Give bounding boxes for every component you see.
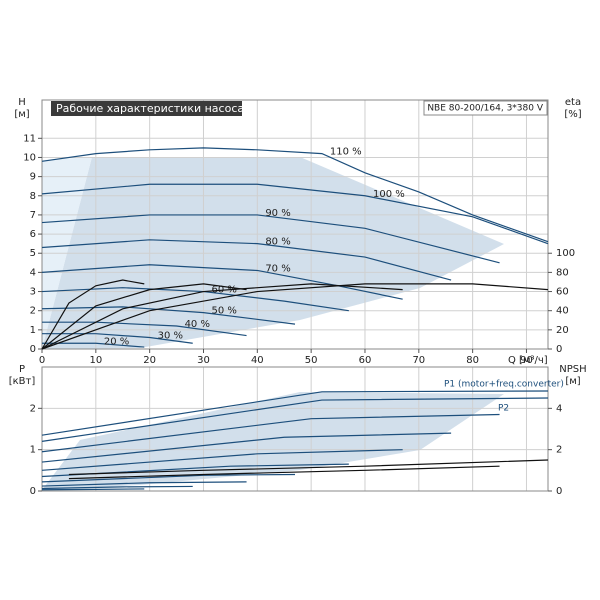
y2-tick-label: 40 [556,306,569,317]
title-box [51,101,242,116]
curve [41,432,452,463]
chart-title: Рабочие характеристики насоса [56,102,244,115]
y2-tick-label: 20 [556,325,569,336]
model-label: NBE 80-200/164, 3*380 V [427,104,544,114]
y-tick-label: 10 [23,152,36,163]
x-tick-label: 90 [520,355,533,366]
x-tick-label: 0 [39,355,45,366]
x-tick-label: 80 [466,355,479,366]
curve [41,283,549,350]
curve [41,214,500,264]
curve [42,321,247,337]
y-tick-label: 9 [30,172,36,183]
y-tick-label: 3 [30,287,36,298]
curve [41,183,549,245]
y2-tick-label: 60 [556,287,569,298]
y-tick-label: 5 [30,248,36,259]
curve-label: 110 % [330,147,362,158]
curve [41,239,452,281]
y-tick-label: 7 [30,210,36,221]
curve-label: 30 % [158,331,183,342]
y-axis-label: H [18,97,26,108]
x-tick-label: 20 [143,355,156,366]
y-axis-unit: [м] [14,109,29,120]
curve [41,264,403,300]
y-tick-label: 0 [30,486,36,497]
y-tick-label: 6 [30,229,36,240]
curve [41,413,500,453]
y-tick-label: 8 [30,191,36,202]
y2-tick-label: 4 [556,403,562,414]
x-tick-label: 70 [412,355,425,366]
y2-tick-label: 0 [556,344,562,355]
plot-frame [41,99,549,350]
y-tick-label: 0 [30,344,36,355]
curve-label: 70 % [265,263,290,274]
curve-label: 20 % [104,336,129,347]
curve-label: 80 % [265,237,290,248]
model-box [423,100,548,116]
x-tick-label: 30 [197,355,210,366]
curve [68,465,500,480]
curve [41,481,247,487]
y2-axis-label: NPSH [559,364,586,375]
curve [42,333,193,344]
curve [41,283,247,350]
y2-tick-label: 80 [556,267,569,278]
curve [41,279,145,350]
curve-label: 100 % [373,189,405,200]
y2-axis-unit: [м] [565,376,580,387]
curve [68,459,549,476]
x-tick-label: 10 [89,355,102,366]
y-tick-label: 11 [23,133,36,144]
curve-label: 40 % [185,319,210,330]
curve-label: 50 % [211,306,236,317]
curve [41,397,549,442]
y-axis-label: P [19,364,25,375]
y2-tick-label: 0 [556,486,562,497]
y-tick-label: 1 [30,325,36,336]
y-tick-label: 2 [30,403,36,414]
y2-axis-label: eta [565,97,581,108]
y2-tick-label: 2 [556,445,562,456]
x-tick-label: 50 [305,355,318,366]
x-tick-label: 60 [359,355,372,366]
curve [41,147,549,243]
curve [41,390,549,436]
x-tick-label: 40 [251,355,264,366]
y-tick-label: 2 [30,306,36,317]
curve [41,473,296,483]
annotation: P1 (motor+freq.converter) [444,380,564,390]
curve [41,283,403,350]
plot-frame [41,366,549,492]
y2-tick-label: 100 [556,248,575,259]
y-tick-label: 1 [30,445,36,456]
annotation: P2 [498,404,509,414]
curve [41,449,403,471]
y-axis-unit: [кВт] [9,376,36,387]
curve [41,488,145,491]
curve [41,485,193,490]
y2-axis-unit: [%] [564,109,581,120]
curve-label: 90 % [265,208,290,219]
curve [41,306,296,325]
curve [42,342,145,348]
y-tick-label: 4 [30,267,36,278]
x-axis-label: Q [м³/ч] [508,355,548,366]
